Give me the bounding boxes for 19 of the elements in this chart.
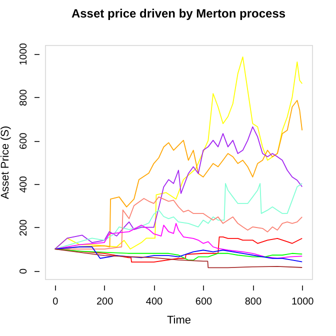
x-tick-label: 200 xyxy=(96,296,114,308)
y-tick-label: 0 xyxy=(18,268,30,274)
y-tick-label: 200 xyxy=(18,219,30,236)
line-series xyxy=(54,126,303,250)
y-tick-label: 400 xyxy=(18,176,30,193)
line-series xyxy=(54,183,303,250)
x-tick-label: 400 xyxy=(146,296,164,308)
line-series xyxy=(54,248,303,268)
x-tick-label: 1000 xyxy=(291,296,314,308)
x-tick-label: 0 xyxy=(52,296,59,308)
y-tick-label: 600 xyxy=(18,132,30,150)
y-tick-label: 1000 xyxy=(18,42,30,66)
x-tick-label: 800 xyxy=(244,296,262,308)
chart-title: Asset price driven by Merton process xyxy=(71,6,286,21)
y-tick-label: 800 xyxy=(18,88,30,106)
y-axis-title: Asset Price (S) xyxy=(0,126,12,200)
line-series xyxy=(54,222,303,259)
x-axis-title: Time xyxy=(166,314,192,326)
x-tick-label: 600 xyxy=(195,296,212,308)
